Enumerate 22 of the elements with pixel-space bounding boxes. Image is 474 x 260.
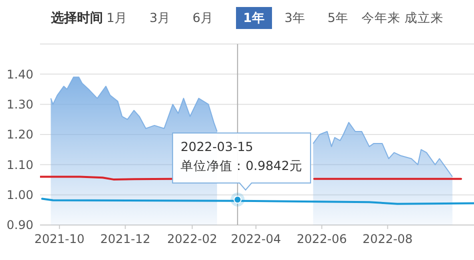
text: 5年 bbox=[328, 10, 348, 25]
x-tick-label: 2022-04 bbox=[230, 232, 281, 246]
x-tick-label: 2022-02 bbox=[167, 232, 218, 246]
text: 3年 bbox=[284, 10, 306, 25]
y-tick-label: 1.10 bbox=[6, 158, 34, 172]
chart-title: 选择时间 bbox=[50, 11, 103, 26]
text: 1年 bbox=[243, 10, 265, 25]
y-tick-label: 0.90 bbox=[6, 218, 34, 232]
annotation: 2022-03-15 单位净值：0.9842元 bbox=[180, 139, 302, 173]
x-tick-label: 2022-08 bbox=[362, 232, 413, 246]
y-tick-label: 1.20 bbox=[6, 128, 34, 142]
text: 1月 bbox=[106, 10, 128, 25]
text: 6月 bbox=[192, 10, 214, 25]
text: 成立来 bbox=[404, 10, 444, 25]
x-tick-label: 2022-06 bbox=[296, 232, 347, 246]
x-tick-label: 2021-10 bbox=[34, 232, 85, 246]
text: 3月 bbox=[150, 10, 170, 25]
y-tick-label: 1.00 bbox=[6, 188, 34, 202]
y-tick-label: 1.30 bbox=[6, 98, 34, 112]
y-tick-label: 1.40 bbox=[6, 67, 34, 82]
text: 今年来 bbox=[362, 10, 400, 25]
x-tick-label: 2021-12 bbox=[100, 232, 150, 246]
